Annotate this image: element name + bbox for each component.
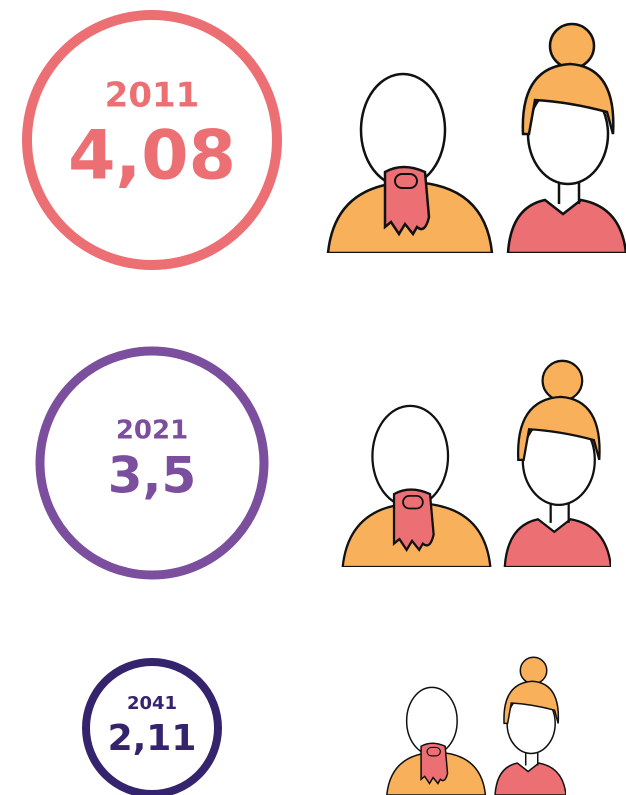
year-circle	[82, 658, 222, 795]
people-illustration	[326, 22, 626, 253]
year-circle	[35, 346, 269, 580]
year: 2041	[127, 693, 177, 714]
year: 2011	[105, 76, 200, 116]
year: 2021	[116, 416, 188, 446]
value: 4,08	[68, 117, 236, 196]
people-illustration	[341, 359, 611, 567]
value: 3,5	[108, 447, 197, 505]
people-illustration	[386, 656, 566, 795]
year-circle	[22, 10, 282, 270]
value: 2,11	[108, 718, 197, 759]
